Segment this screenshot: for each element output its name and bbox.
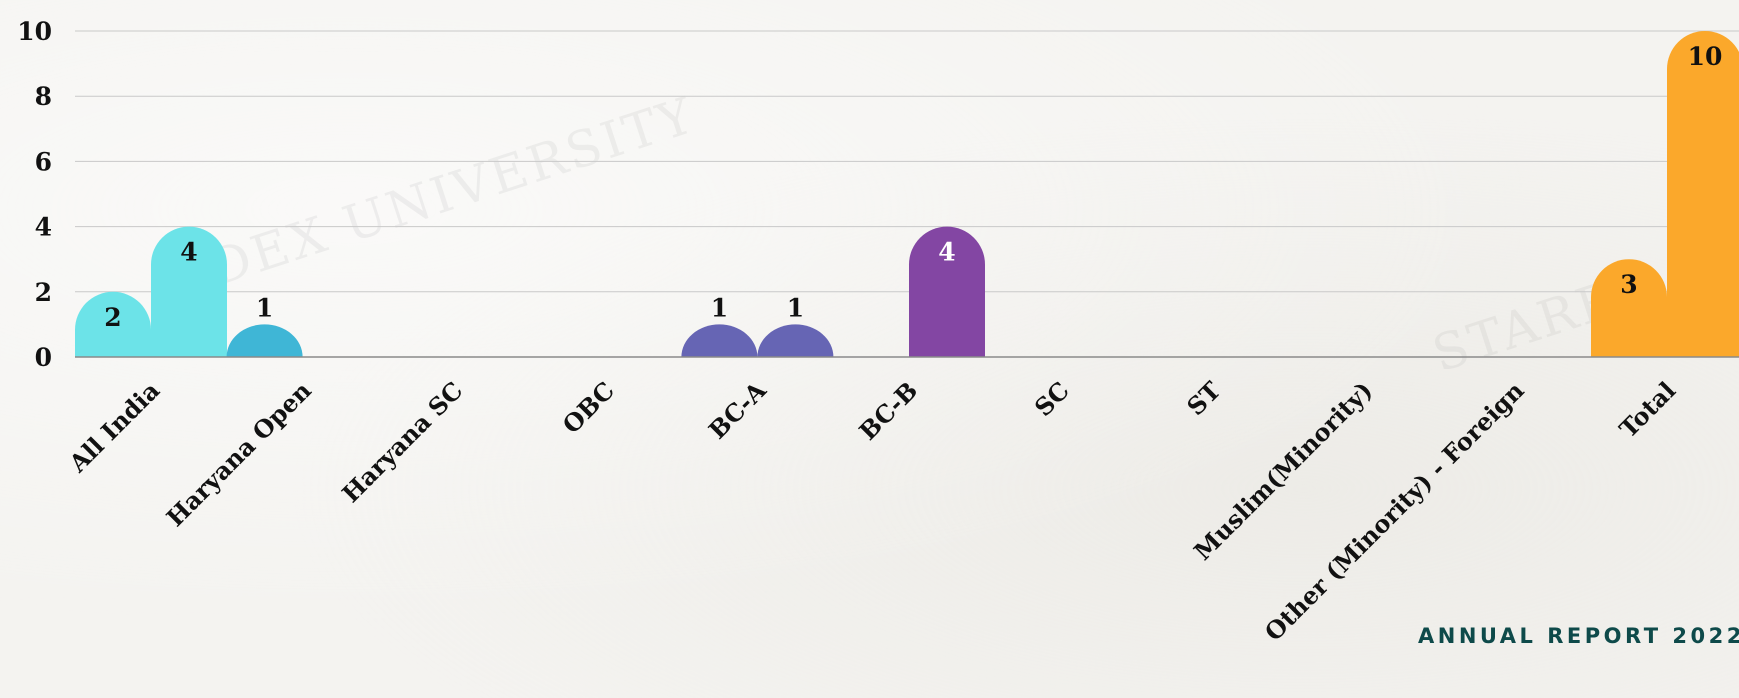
y-tick-label: 10	[17, 17, 52, 46]
y-tick-label: 0	[35, 343, 52, 372]
y-axis-ticks: 0 2 4 6 8 10	[17, 17, 52, 372]
watermark-text: ADEX UNIVERSITY	[165, 86, 703, 310]
x-tick-label: Haryana Open	[160, 376, 316, 532]
gridlines	[75, 30, 1739, 293]
bar	[909, 226, 985, 357]
y-tick-label: 2	[35, 278, 52, 307]
bar	[75, 291, 151, 357]
bar	[757, 324, 834, 357]
x-tick-label: Total	[1613, 376, 1681, 444]
bar	[151, 226, 227, 357]
y-tick-label: 6	[35, 147, 52, 176]
data-label: 1	[256, 293, 273, 322]
x-tick-label: Other (Minority) - Foreign	[1259, 376, 1530, 647]
x-tick-label: All India	[62, 376, 165, 479]
y-tick-label: 4	[35, 213, 52, 242]
x-tick-label: OBC	[557, 376, 620, 439]
report-footer-text: ANNUAL REPORT 2022	[1418, 624, 1739, 648]
bars	[75, 31, 1739, 357]
bar	[681, 324, 758, 357]
x-tick-label: ST	[1181, 376, 1226, 421]
x-tick-label: BC-A	[703, 375, 772, 444]
data-labels: 2 4 1 1 1 4 3 10	[104, 42, 1722, 332]
data-label: 3	[1620, 270, 1637, 299]
data-label: 1	[787, 293, 804, 322]
x-tick-label: SC	[1029, 376, 1075, 422]
data-label: 4	[180, 238, 197, 267]
bar	[1667, 31, 1739, 357]
bar	[226, 324, 303, 357]
x-tick-label: BC-B	[853, 376, 923, 446]
data-label: 10	[1688, 42, 1723, 71]
x-tick-label: Haryana SC	[336, 376, 468, 508]
y-tick-label: 8	[35, 82, 52, 111]
data-label: 1	[711, 293, 728, 322]
data-label: 4	[938, 238, 955, 267]
data-label: 2	[104, 303, 121, 332]
bar	[1591, 259, 1667, 357]
